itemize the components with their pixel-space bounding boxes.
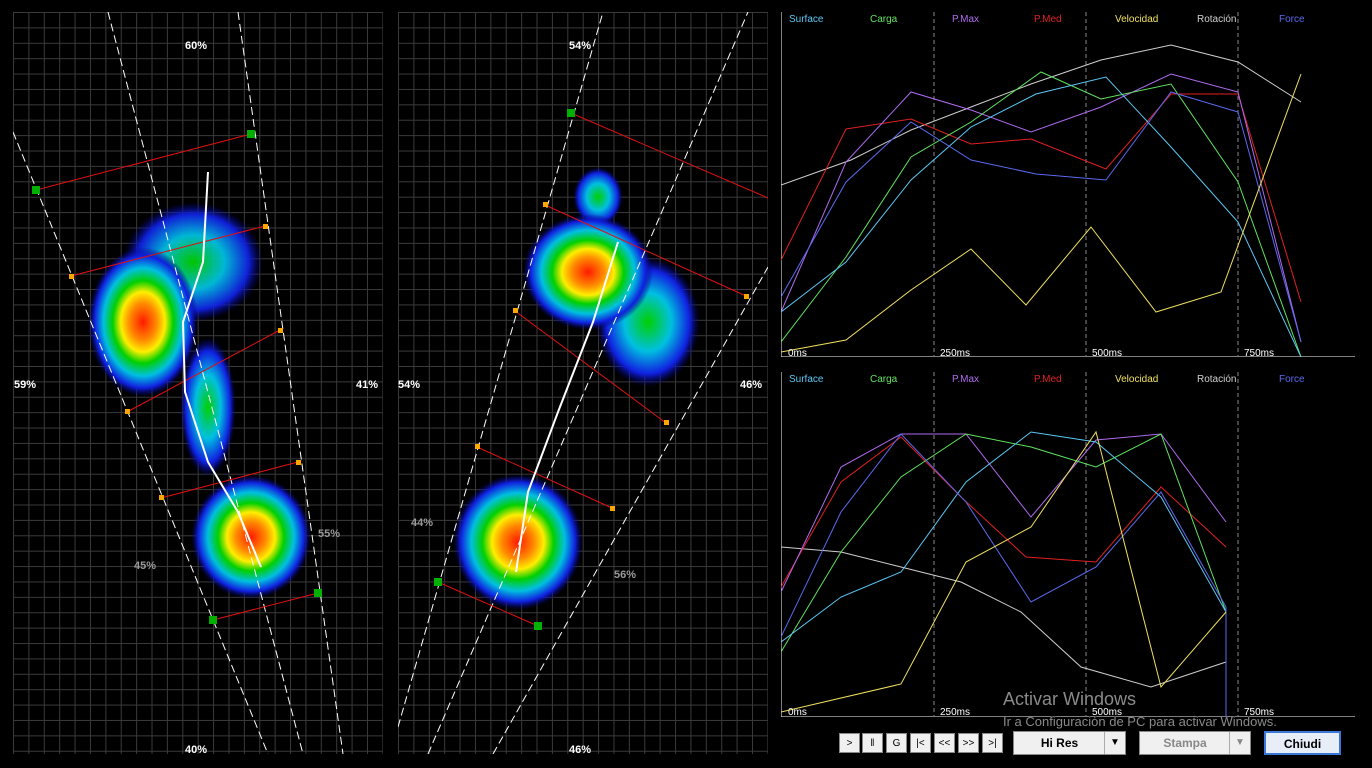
left-foot-right-pct: 41% (356, 379, 379, 391)
top-chart-tick-750: 750ms (1244, 348, 1275, 359)
top-chart-plot (781, 12, 1355, 357)
legend-carga: Carga (870, 14, 898, 25)
legend-pmed-bottom: P.Med (1034, 374, 1062, 385)
left-foot-top-pct: 60% (185, 40, 208, 52)
right-foot-heel-right-pct: 56% (614, 569, 637, 581)
right-foot-pressure-map (398, 12, 768, 754)
legend-carga-bottom: Carga (870, 374, 898, 385)
legend-surface: Surface (789, 14, 824, 25)
left-foot-panel (13, 12, 383, 754)
play-button[interactable]: > (839, 733, 860, 753)
chevron-down-icon[interactable]: ▼ (1104, 732, 1125, 754)
bottom-chart-tick-0: 0ms (788, 707, 807, 718)
right-foot-top-pct: 54% (569, 40, 592, 52)
legend-rotacion: Rotación (1197, 14, 1237, 25)
left-foot-bottom-pct: 40% (185, 744, 208, 756)
legend-pmed: P.Med (1034, 14, 1062, 25)
bottom-chart-tick-250: 250ms (940, 707, 971, 718)
right-foot-heel-left-pct: 44% (411, 517, 434, 529)
bottom-chart-tick-750: 750ms (1244, 707, 1275, 718)
left-foot-heel-right-pct: 55% (318, 528, 341, 540)
prev-frame-button[interactable]: << (934, 733, 955, 753)
right-foot-panel (398, 12, 768, 754)
first-frame-button[interactable]: |< (910, 733, 931, 753)
chevron-down-icon[interactable]: ▼ (1229, 732, 1250, 754)
stampa-label: Stampa (1163, 736, 1207, 750)
legend-pmax: P.Max (952, 14, 980, 25)
right-foot-bottom-pct: 46% (569, 744, 592, 756)
top-chart (781, 12, 1355, 357)
hi-res-label: Hi Res (1040, 736, 1079, 750)
legend-surface-bottom: Surface (789, 374, 824, 385)
left-foot-left-pct: 59% (14, 379, 37, 391)
g-button[interactable]: G (886, 733, 907, 753)
legend-velocidad: Velocidad (1115, 14, 1159, 25)
left-foot-heel-left-pct: 45% (134, 560, 157, 572)
hi-res-dropdown[interactable]: Hi Res ▼ (1013, 731, 1126, 755)
next-frame-button[interactable]: >> (958, 733, 979, 753)
legend-force-bottom: Force (1279, 374, 1305, 385)
bottom-chart-plot (781, 372, 1355, 717)
bottom-chart-tick-500: 500ms (1092, 707, 1123, 718)
right-foot-right-pct: 46% (740, 379, 763, 391)
top-chart-tick-0: 0ms (788, 348, 807, 359)
bottom-chart (781, 372, 1355, 717)
legend-pmax-bottom: P.Max (952, 374, 980, 385)
legend-force: Force (1279, 14, 1305, 25)
activation-watermark-title: Activar Windows (1003, 689, 1137, 709)
last-frame-button[interactable]: >| (982, 733, 1003, 753)
legend-rotacion-bottom: Rotación (1197, 374, 1237, 385)
legend-velocidad-bottom: Velocidad (1115, 374, 1159, 385)
top-chart-tick-500: 500ms (1092, 348, 1123, 359)
activation-watermark-subtitle: Ir a Configuración de PC para activar Wi… (1003, 714, 1277, 729)
right-foot-left-pct: 54% (398, 379, 421, 391)
pause-button[interactable]: ‖ (862, 733, 883, 753)
top-chart-tick-250: 250ms (940, 348, 971, 359)
stampa-dropdown[interactable]: Stampa ▼ (1139, 731, 1251, 755)
chiudi-button[interactable]: Chiudi (1264, 731, 1341, 755)
left-foot-pressure-map (13, 12, 344, 754)
